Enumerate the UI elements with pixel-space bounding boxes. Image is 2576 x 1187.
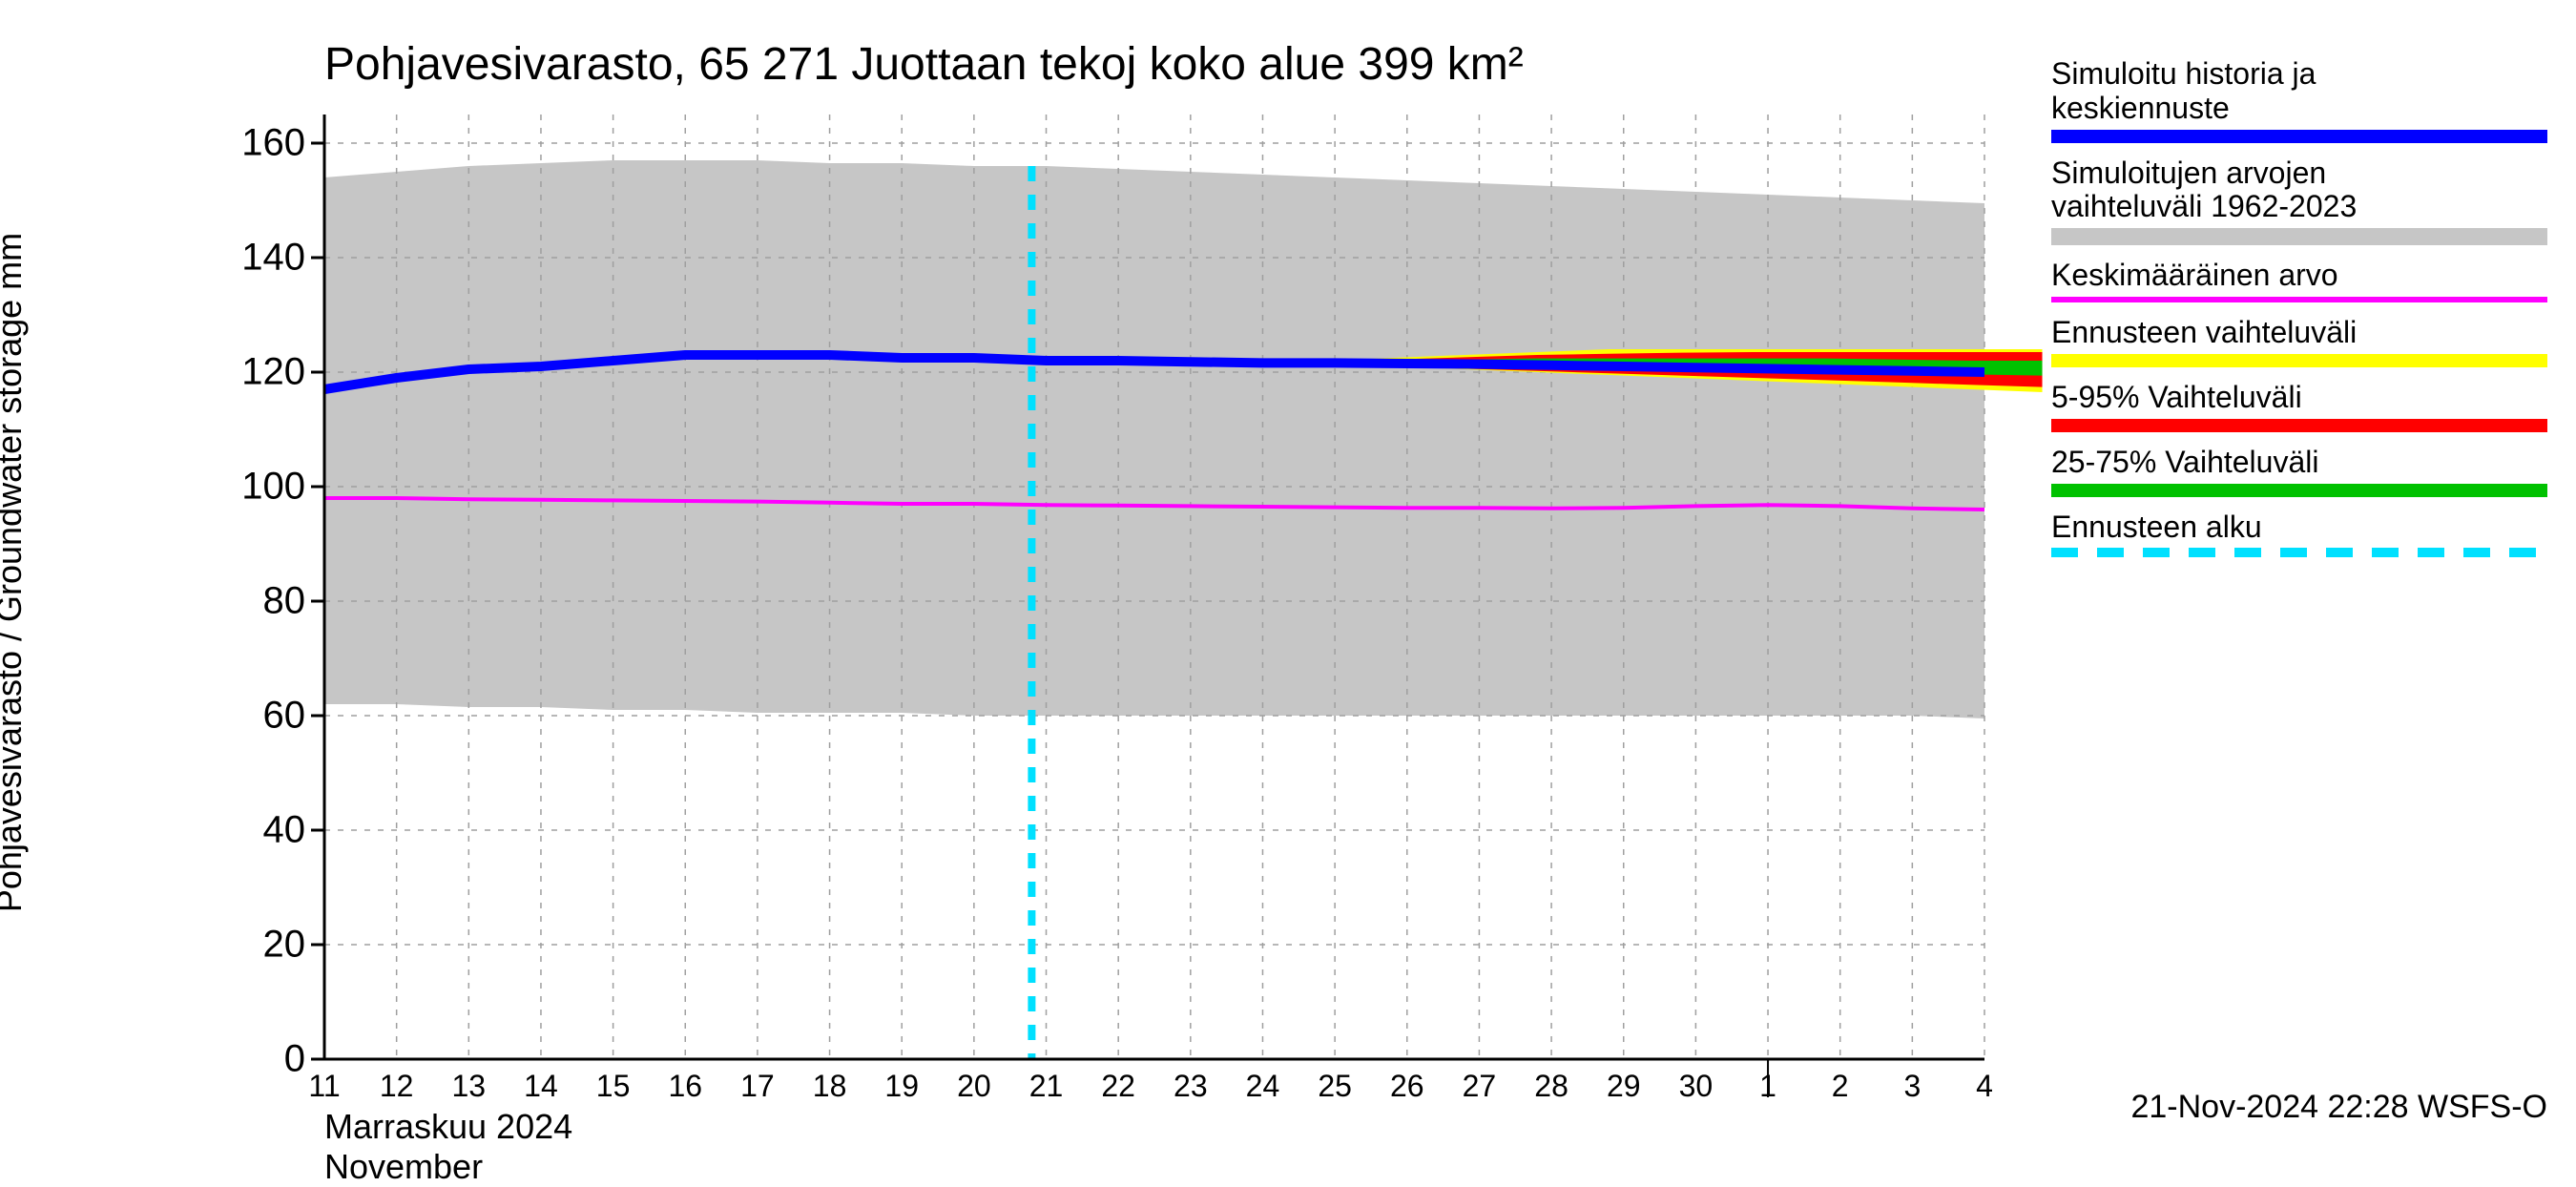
- legend-label: Simuloitujen arvojenvaihteluväli 1962-20…: [2051, 156, 2547, 225]
- legend-swatch: [2051, 130, 2547, 143]
- legend-entry: Ennusteen alku: [2051, 510, 2547, 558]
- chart-container: Pohjavesivarasto / Groundwater storage m…: [0, 0, 2576, 1145]
- legend-label: Ennusteen alku: [2051, 510, 2547, 545]
- legend-swatch: [2051, 419, 2547, 432]
- legend-swatch: [2051, 354, 2547, 367]
- legend-entry: Keskimääräinen arvo: [2051, 259, 2547, 302]
- legend-label: Simuloitu historia jakeskiennuste: [2051, 57, 2547, 126]
- legend-swatch: [2051, 484, 2547, 497]
- sim-band: [324, 160, 1984, 718]
- x-axis-month-en: November: [324, 1147, 483, 1187]
- legend-entry: Simuloitujen arvojenvaihteluväli 1962-20…: [2051, 156, 2547, 246]
- legend-entry: Ennusteen vaihteluväli: [2051, 316, 2547, 367]
- legend-label: Keskimääräinen arvo: [2051, 259, 2547, 293]
- legend-label: 25-75% Vaihteluväli: [2051, 446, 2547, 480]
- footer-timestamp: 21-Nov-2024 22:28 WSFS-O: [2130, 1089, 2547, 1126]
- legend-entry: 25-75% Vaihteluväli: [2051, 446, 2547, 497]
- legend-swatch: [2051, 548, 2547, 557]
- legend-entry: Simuloitu historia jakeskiennuste: [2051, 57, 2547, 143]
- legend-label: 5-95% Vaihteluväli: [2051, 381, 2547, 415]
- legend-swatch: [2051, 297, 2547, 302]
- legend-swatch: [2051, 228, 2547, 245]
- legend: Simuloitu historia jakeskiennuste Simuloi…: [2051, 57, 2547, 571]
- legend-label: Ennusteen vaihteluväli: [2051, 316, 2547, 350]
- legend-entry: 5-95% Vaihteluväli: [2051, 381, 2547, 432]
